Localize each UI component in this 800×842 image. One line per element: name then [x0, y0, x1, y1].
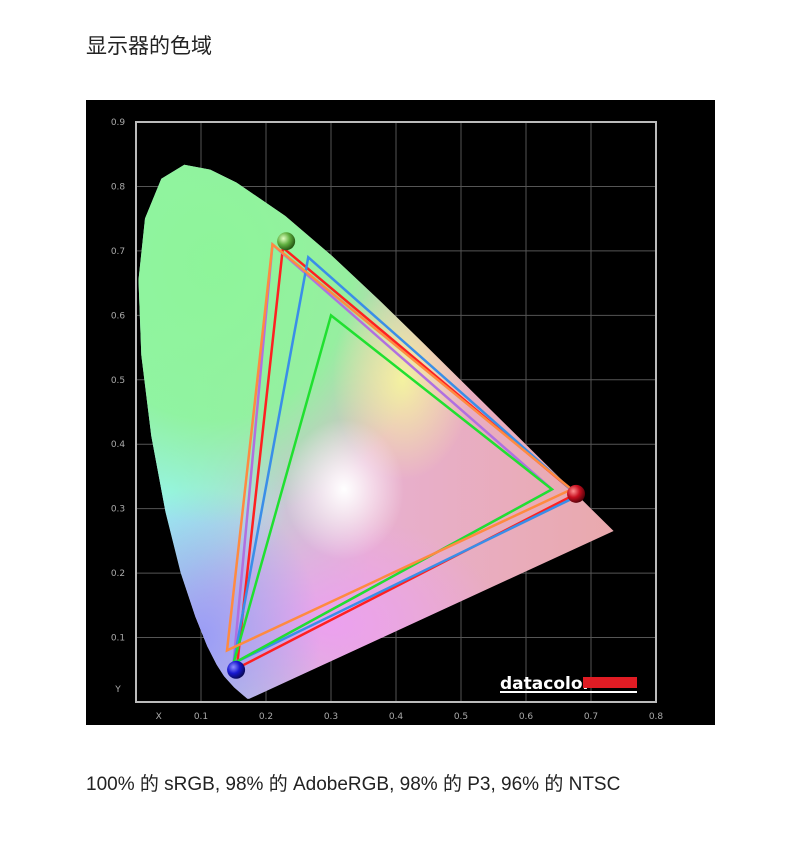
- x-axis-label: X: [156, 712, 162, 722]
- gamut-caption: 100% 的 sRGB, 98% 的 AdobeRGB, 98% 的 P3, 9…: [86, 774, 621, 795]
- y-tick-label: 0.1: [111, 634, 125, 644]
- x-tick-label: 0.3: [324, 712, 338, 722]
- primary-marker-red: [567, 484, 586, 503]
- gamut-triangle: [225, 242, 574, 653]
- x-tick-label: 0.7: [584, 712, 598, 722]
- cie-chromaticity-chart: 0.1 0.2 0.3 0.4 0.5 0.6 0.7 0.8 0.1 0.2 0.3 0.4 0.5 0…: [86, 100, 715, 725]
- gamut-triangle: [235, 245, 579, 671]
- y-axis-label: Y: [114, 685, 121, 695]
- x-tick-label: 0.6: [519, 712, 534, 722]
- chart-svg: 0.1 0.2 0.3 0.4 0.5 0.6 0.7 0.8 0.1 0.2 0.3 0.4 0.5 0…: [111, 118, 664, 722]
- y-tick-label: 0.5: [111, 376, 125, 386]
- primary-markers: [227, 232, 586, 679]
- x-tick-label: 0.1: [194, 712, 208, 722]
- x-tick-label: 0.8: [649, 712, 664, 722]
- gamut-triangle: [231, 313, 555, 666]
- y-tick-label: 0.8: [111, 182, 126, 192]
- x-tick-label: 0.4: [389, 712, 404, 722]
- y-tick-label: 0.4: [111, 440, 126, 450]
- primary-marker-green: [277, 232, 296, 251]
- y-tick-label: 0.7: [111, 247, 125, 257]
- page-title: 显示器的色域: [86, 34, 212, 58]
- y-tick-label: 0.3: [111, 505, 125, 515]
- y-tick-label: 0.9: [111, 118, 126, 128]
- primary-marker-blue: [227, 660, 246, 679]
- x-tick-label: 0.2: [259, 712, 273, 722]
- axes: 0.1 0.2 0.3 0.4 0.5 0.6 0.7 0.8 0.1 0.2 0.3 0.4 0.5 0…: [111, 118, 664, 722]
- gamut-triangle: [231, 254, 581, 666]
- green-region: [138, 164, 444, 524]
- spectral-locus: [138, 164, 614, 699]
- logo-text: datacolor: [500, 674, 592, 694]
- white-point-region: [284, 419, 404, 560]
- datacolor-logo: datacolor: [500, 674, 637, 694]
- x-tick-label: 0.5: [454, 712, 468, 722]
- logo-underline: [500, 691, 637, 693]
- gamut-triangles: [225, 241, 581, 671]
- y-tick-label: 0.6: [111, 311, 126, 321]
- logo-red-bar: [583, 677, 637, 688]
- y-tick-label: 0.2: [111, 569, 125, 579]
- plot-border: [135, 121, 657, 703]
